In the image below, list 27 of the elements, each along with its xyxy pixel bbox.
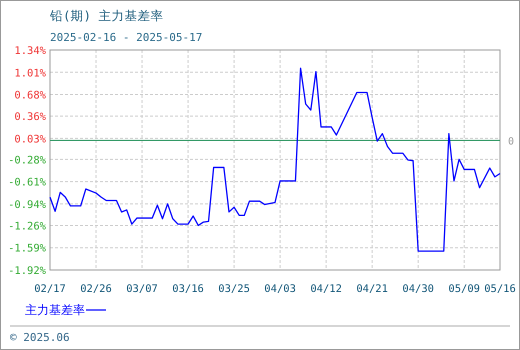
x-tick-label: 02/17	[34, 283, 66, 295]
legend-label: 主力基差率	[25, 303, 85, 317]
y-tick-label: -1.26%	[8, 220, 47, 232]
y-tick-label: -0.94%	[8, 198, 47, 211]
x-tick-label: 04/30	[402, 283, 434, 295]
y-tick-label: 1.01%	[14, 67, 47, 80]
y-tick-label: 1.34%	[14, 45, 47, 57]
chart-title: 铅(期) 主力基差率	[49, 8, 164, 23]
y-tick-label: -0.28%	[8, 154, 47, 166]
x-tick-label: 03/07	[126, 283, 158, 295]
x-tick-label: 03/25	[218, 283, 250, 295]
x-tick-label: 05/16	[484, 283, 516, 295]
y-tick-label: 0.68%	[14, 90, 47, 102]
y-tick-label: 0.03%	[14, 133, 47, 146]
y-tick-label: -1.92%	[8, 265, 47, 277]
y-tick-label: -1.59%	[8, 242, 47, 255]
y-tick-label: -0.61%	[8, 176, 47, 189]
text: © 2025.06	[10, 331, 70, 344]
ref-line-label: 0	[508, 136, 514, 148]
x-tick-label: 04/12	[310, 283, 342, 295]
x-tick-label: 02/26	[80, 283, 112, 295]
x-tick-label: 04/03	[264, 283, 296, 295]
chart-subtitle: 2025-02-16 - 2025-05-17	[50, 31, 202, 44]
x-tick-label: 03/16	[172, 283, 204, 295]
x-tick-label: 05/09	[448, 283, 480, 295]
y-tick-label: 0.36%	[14, 111, 47, 124]
x-tick-label: 04/21	[356, 283, 388, 295]
